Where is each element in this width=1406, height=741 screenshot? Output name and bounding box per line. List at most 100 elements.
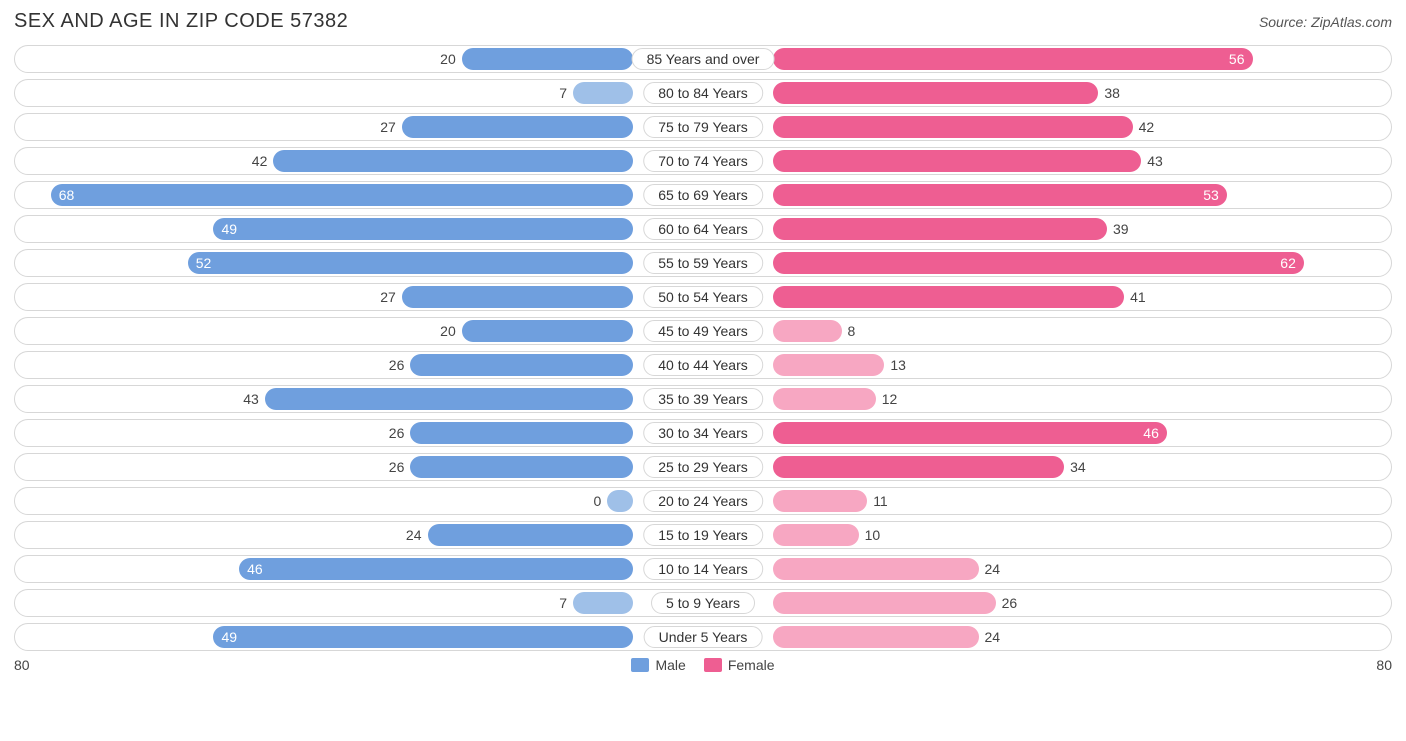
age-group-label: 70 to 74 Years [643, 150, 763, 172]
male-bar: 20 [462, 320, 633, 342]
age-group-label: 50 to 54 Years [643, 286, 763, 308]
chart-source: Source: ZipAtlas.com [1259, 14, 1392, 30]
female-bar: 56 [773, 48, 1253, 70]
age-group-label: Under 5 Years [644, 626, 763, 648]
male-value: 46 [247, 561, 263, 577]
male-bar: 7 [573, 82, 633, 104]
female-bar: 46 [773, 422, 1167, 444]
age-group-label: 5 to 9 Years [651, 592, 755, 614]
male-bar: 20 [462, 48, 633, 70]
age-group-label: 55 to 59 Years [643, 252, 763, 274]
pyramid-row: 20 8 45 to 49 Years [14, 317, 1392, 345]
axis-left-max: 80 [14, 657, 44, 673]
female-bar: 10 [773, 524, 859, 546]
female-bar: 24 [773, 626, 979, 648]
legend-swatch-female [704, 658, 722, 672]
female-value: 24 [985, 629, 1001, 645]
pyramid-row: 493960 to 64 Years [14, 215, 1392, 243]
male-bar: 49 [213, 218, 633, 240]
population-pyramid-chart: 20 56 85 Years and over 7 38 80 to 84 Years 27… [14, 45, 1392, 651]
female-bar: 11 [773, 490, 867, 512]
pyramid-row: 68 53 65 to 69 Years [14, 181, 1392, 209]
pyramid-row: 264630 to 34 Years [14, 419, 1392, 447]
female-value: 42 [1139, 119, 1155, 135]
age-group-label: 80 to 84 Years [643, 82, 763, 104]
male-bar: 52 [188, 252, 633, 274]
male-bar: 68 [51, 184, 633, 206]
age-group-label: 45 to 49 Years [643, 320, 763, 342]
female-value: 53 [1203, 187, 1219, 203]
male-bar: 24 [428, 524, 634, 546]
pyramid-row: 49 24 Under 5 Years [14, 623, 1392, 651]
pyramid-row: 43 12 35 to 39 Years [14, 385, 1392, 413]
female-bar: 41 [773, 286, 1124, 308]
axis-right-max: 80 [1362, 657, 1392, 673]
age-group-label: 20 to 24 Years [643, 490, 763, 512]
female-bar: 8 [773, 320, 842, 342]
male-bar: 46 [239, 558, 633, 580]
pyramid-row: 26 13 40 to 44 Years [14, 351, 1392, 379]
pyramid-row: 7 38 80 to 84 Years [14, 79, 1392, 107]
female-value: 13 [890, 357, 906, 373]
female-value: 46 [1143, 425, 1159, 441]
female-bar: 43 [773, 150, 1141, 172]
male-value: 43 [243, 391, 259, 407]
male-value: 27 [380, 119, 396, 135]
male-value: 20 [440, 323, 456, 339]
age-group-label: 65 to 69 Years [643, 184, 763, 206]
male-value: 7 [559, 85, 567, 101]
age-group-label: 85 Years and over [632, 48, 775, 70]
pyramid-row: 263425 to 29 Years [14, 453, 1392, 481]
pyramid-row: 20 56 85 Years and over [14, 45, 1392, 73]
female-bar: 62 [773, 252, 1304, 274]
male-bar: 27 [402, 116, 633, 138]
male-value: 68 [59, 187, 75, 203]
male-value: 20 [440, 51, 456, 67]
male-bar: 26 [410, 456, 633, 478]
female-bar: 13 [773, 354, 884, 376]
female-value: 24 [985, 561, 1001, 577]
female-value: 56 [1229, 51, 1245, 67]
age-group-label: 75 to 79 Years [643, 116, 763, 138]
female-value: 10 [865, 527, 881, 543]
age-group-label: 40 to 44 Years [643, 354, 763, 376]
female-value: 39 [1113, 221, 1129, 237]
female-value: 41 [1130, 289, 1146, 305]
male-value: 24 [406, 527, 422, 543]
legend-item-male: Male [631, 657, 685, 673]
chart-header: SEX AND AGE IN ZIP CODE 57382 Source: Zi… [14, 10, 1392, 33]
male-bar: 42 [273, 150, 633, 172]
male-value: 27 [380, 289, 396, 305]
legend-item-female: Female [704, 657, 775, 673]
chart-footer: 80 Male Female 80 [14, 657, 1392, 673]
female-value: 34 [1070, 459, 1086, 475]
male-bar: 0 [607, 490, 633, 512]
male-value: 49 [221, 221, 237, 237]
female-bar: 39 [773, 218, 1107, 240]
male-bar: 43 [265, 388, 633, 410]
male-bar: 27 [402, 286, 633, 308]
male-value: 49 [221, 629, 237, 645]
legend-swatch-male [631, 658, 649, 672]
female-value: 38 [1104, 85, 1120, 101]
male-value: 0 [594, 493, 602, 509]
male-bar: 26 [410, 354, 633, 376]
pyramid-row: 42 43 70 to 74 Years [14, 147, 1392, 175]
pyramid-row: 27 42 75 to 79 Years [14, 113, 1392, 141]
legend-label-female: Female [728, 657, 775, 673]
male-value: 52 [196, 255, 212, 271]
age-group-label: 30 to 34 Years [643, 422, 763, 444]
pyramid-row: 27 41 50 to 54 Years [14, 283, 1392, 311]
legend-label-male: Male [655, 657, 685, 673]
female-bar: 12 [773, 388, 876, 410]
pyramid-row: 462410 to 14 Years [14, 555, 1392, 583]
male-bar: 7 [573, 592, 633, 614]
female-bar: 38 [773, 82, 1098, 104]
age-group-label: 35 to 39 Years [643, 388, 763, 410]
female-value: 26 [1002, 595, 1018, 611]
chart-legend: Male Female [631, 657, 774, 673]
pyramid-row: 52 62 55 to 59 Years [14, 249, 1392, 277]
female-value: 12 [882, 391, 898, 407]
female-bar: 34 [773, 456, 1064, 478]
female-bar: 53 [773, 184, 1227, 206]
